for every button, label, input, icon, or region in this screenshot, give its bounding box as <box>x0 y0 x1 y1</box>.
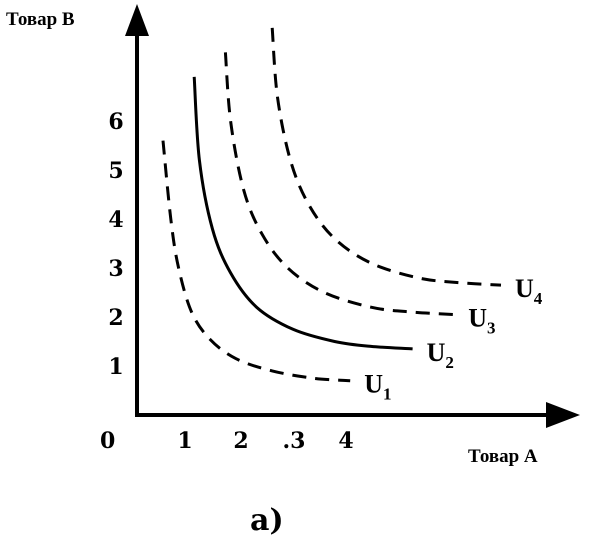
y-axis-title: Товар В <box>6 9 75 30</box>
indifference-curve-u4 <box>270 27 502 287</box>
x-tick-label: 4 <box>338 428 353 454</box>
curve-label-subscript: 3 <box>487 319 496 338</box>
y-tick-labels: 1 2 3 4 5 6 <box>108 109 123 380</box>
curve-label-u2: U2 <box>427 338 454 372</box>
indifference-curve-u2 <box>192 76 413 351</box>
y-tick-label: 3 <box>108 256 123 282</box>
x-tick-label: 2 <box>233 428 248 454</box>
origin-label: 0 <box>100 428 115 454</box>
y-tick-label: 4 <box>108 207 123 233</box>
y-tick-label: 2 <box>108 305 123 331</box>
curve-label-u3: U3 <box>468 304 495 338</box>
x-axis-arrow <box>546 402 580 428</box>
curve-label-name: U <box>427 338 446 367</box>
x-tick-label: 1 <box>177 428 192 454</box>
curve-label-u1: U1 <box>364 370 391 404</box>
curve-label-subscript: 4 <box>534 289 543 308</box>
curve-label-name: U <box>468 304 487 333</box>
curve-label-name: U <box>515 274 534 303</box>
figure-caption: а) <box>250 503 284 538</box>
x-tick-label: .3 <box>283 428 306 454</box>
indifference-curves <box>161 27 502 383</box>
x-tick-labels: 1 2.3 4 <box>177 428 353 454</box>
indifference-curve-u3 <box>223 52 455 317</box>
indifference-curve-u1 <box>161 140 351 383</box>
y-axis-arrow <box>125 4 149 36</box>
curve-label-subscript: 1 <box>383 385 392 404</box>
curve-label-subscript: 2 <box>445 353 454 372</box>
curve-label-u4: U4 <box>515 274 543 308</box>
curve-label-name: U <box>364 370 383 399</box>
x-axis-title: Товар А <box>468 446 538 467</box>
y-tick-label: 6 <box>108 109 123 135</box>
y-tick-label: 1 <box>108 354 123 380</box>
y-tick-label: 5 <box>108 158 123 184</box>
